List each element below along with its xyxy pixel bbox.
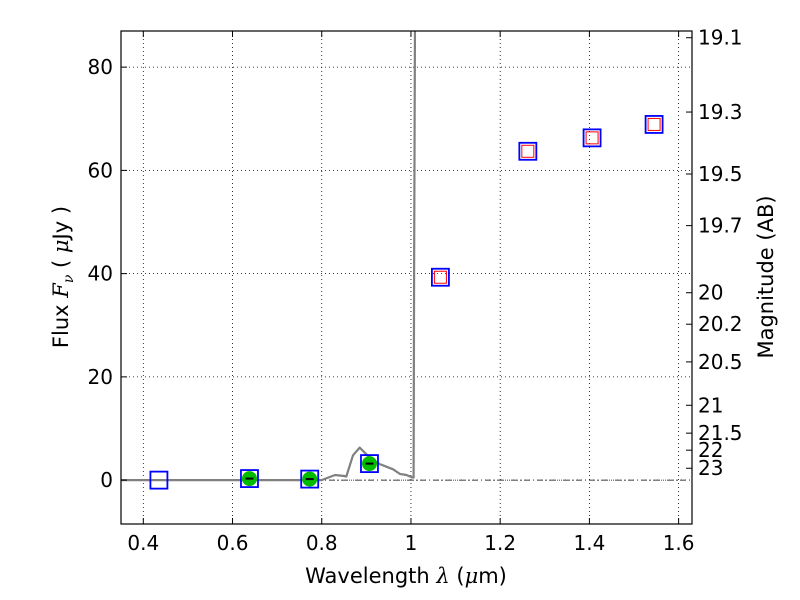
- x-tick-label: 0.4: [127, 531, 159, 555]
- model-phot-point: [647, 117, 661, 131]
- right-tick-label: 20.2: [698, 312, 743, 336]
- tick-marks: [121, 31, 692, 524]
- x-tick-label: 0.8: [306, 531, 338, 555]
- data-marks-layer: [149, 115, 664, 490]
- y-tick-label: 40: [88, 262, 113, 286]
- right-tick-label: 20.5: [698, 350, 743, 374]
- observed-point: [518, 141, 538, 161]
- right-tick-label: 19.5: [698, 162, 743, 186]
- tick-labels: 0.4 0.6 0.8 1 1.2 1.4 1.6 0 20 40 60 80 19.1 19.3 19.5…: [88, 26, 743, 555]
- y-tick-label: 20: [88, 365, 113, 389]
- x-tick-label: 1.6: [663, 531, 695, 555]
- y-axis-label: Flux Fν ( μJy ): [49, 206, 77, 348]
- y-tick-label: 80: [88, 55, 113, 79]
- right-tick-label: 21: [698, 393, 723, 417]
- model-phot-point: [433, 270, 447, 284]
- y-tick-label: 60: [88, 158, 113, 182]
- observed-point: [240, 469, 259, 488]
- observed-point: [149, 470, 169, 490]
- right-axis-label: Magnitude (AB): [754, 195, 778, 358]
- plot-frame: [120, 30, 693, 525]
- model-phot-point: [585, 131, 599, 145]
- observed-point: [300, 469, 320, 489]
- x-tick-label: 1.4: [573, 531, 605, 555]
- right-tick-label: 20: [698, 281, 723, 305]
- y-tick-label: 0: [100, 468, 113, 492]
- right-tick-label: 21.5: [698, 421, 743, 445]
- x-axis-label: Wavelength λ (μm): [305, 564, 507, 588]
- observed-point: [431, 267, 450, 287]
- x-tick-label: 1.2: [484, 531, 516, 555]
- x-tick-label: 1: [405, 531, 418, 555]
- right-tick-label: 19.3: [698, 100, 743, 124]
- right-tick-label: 23: [698, 456, 723, 480]
- right-tick-label: 22: [698, 438, 723, 462]
- observed-point: [360, 454, 379, 474]
- grid-lines: [121, 31, 692, 524]
- model-sed-line: [121, 31, 417, 482]
- model-phot-point: [521, 144, 535, 158]
- model-sed-layer: [121, 31, 692, 482]
- right-tick-label: 19.1: [698, 26, 743, 50]
- right-tick-label: 19.7: [698, 214, 743, 238]
- x-tick-label: 0.6: [217, 531, 249, 555]
- observed-point: [644, 115, 664, 134]
- observed-point: [582, 128, 602, 148]
